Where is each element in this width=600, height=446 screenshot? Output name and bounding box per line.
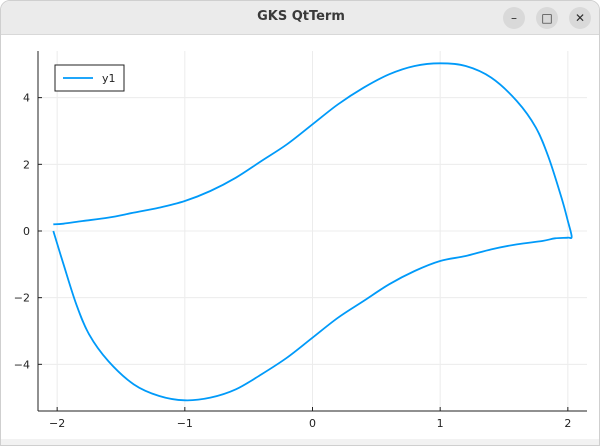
x-tick-label: 0: [309, 417, 316, 430]
line-chart: −2 −1 0 1 2 −4 −2 0 2 4 y1: [14, 51, 587, 430]
legend-label: y1: [102, 72, 116, 85]
series-line-y1: [52, 62, 573, 402]
x-tick-label: 1: [437, 417, 444, 430]
title-bar[interactable]: GKS QtTerm – □ ✕: [1, 1, 599, 35]
minimize-button[interactable]: –: [503, 7, 525, 29]
y-tick-label: 0: [23, 225, 30, 238]
y-tick-label: −4: [14, 358, 30, 371]
y-tick-label: −2: [14, 292, 30, 305]
y-tick-label: 4: [23, 92, 30, 105]
x-tick-label: 2: [564, 417, 571, 430]
window-bottom-edge: [1, 439, 599, 445]
window-title: GKS QtTerm: [257, 9, 345, 24]
x-tick-label: −1: [177, 417, 193, 430]
y-tick-label: 2: [23, 158, 30, 171]
close-button[interactable]: ✕: [569, 7, 591, 29]
x-tick-label: −2: [49, 417, 65, 430]
maximize-button[interactable]: □: [536, 7, 558, 29]
